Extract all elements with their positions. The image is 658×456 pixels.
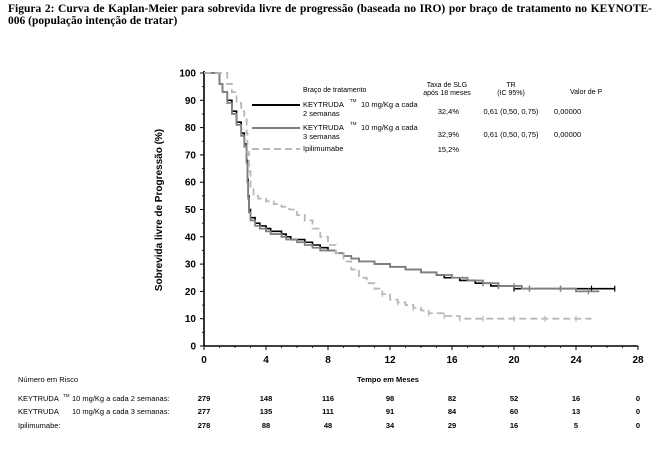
- y-tick-label: 10: [185, 314, 197, 325]
- risk-count-3-7: 5: [574, 421, 578, 430]
- legend-tr-1: 0,61 (0,50, 0,75): [483, 107, 539, 116]
- y-axis-title: Sobrevida livre de Progressão (%): [154, 129, 165, 291]
- legend-title: Braço de tratamento: [303, 87, 367, 94]
- risk-count-1-7: 16: [572, 394, 580, 403]
- risk-row-rest-1: 10 mg/Kg a cada 2 semanas:: [72, 394, 170, 403]
- y-tick-label: 70: [185, 150, 197, 161]
- legend-label-rest-2: 10 mg/Kg a cada: [361, 123, 419, 132]
- x-tick-label: 12: [384, 355, 396, 366]
- risk-count-1-5: 82: [448, 394, 456, 403]
- legend-label-3: Ipilimumabe: [303, 144, 343, 153]
- legend-p-1: 0,00000: [554, 107, 581, 116]
- legend-col-p: Valor de P: [570, 89, 602, 96]
- risk-row-rest-2: 10 mg/Kg a cada 3 semanas:: [72, 407, 170, 416]
- risk-count-1-1: 279: [198, 394, 211, 403]
- y-tick-label: 90: [185, 96, 197, 107]
- y-tick-label: 40: [185, 232, 197, 243]
- legend-tr-2: 0,61 (0,50, 0,75): [483, 130, 539, 139]
- legend-slg-3: 15,2%: [438, 145, 460, 154]
- risk-count-3-8: 0: [636, 421, 640, 430]
- y-tick-label: 30: [185, 260, 197, 271]
- risk-count-1-2: 148: [260, 394, 273, 403]
- legend-col-tr: TR: [506, 82, 515, 89]
- legend-label-2: KEYTRUDA: [303, 123, 344, 132]
- legend-slg-1: 32,4%: [438, 107, 460, 116]
- legend-col-tr-2: (IC 95%): [497, 90, 525, 97]
- risk-count-3-3: 48: [324, 421, 332, 430]
- y-tick-label: 100: [179, 69, 196, 80]
- x-tick-label: 0: [201, 355, 207, 366]
- series-line-2: [204, 72, 600, 293]
- risk-row-tm-1: TM: [63, 393, 70, 398]
- legend-col-slg-2: após 18 meses: [423, 90, 471, 97]
- risk-count-2-2: 135: [260, 407, 273, 416]
- legend-tm-2: TM: [350, 121, 357, 126]
- risk-count-2-8: 0: [636, 407, 640, 416]
- y-tick-label: 20: [185, 287, 197, 298]
- x-tick-label: 24: [570, 355, 582, 366]
- risk-count-1-6: 52: [510, 394, 518, 403]
- risk-row-label-1: KEYTRUDA: [18, 394, 59, 403]
- series-line-3: [204, 72, 592, 320]
- risk-row-label-2: KEYTRUDA: [18, 407, 59, 416]
- y-tick-label: 0: [190, 342, 196, 353]
- risk-count-3-6: 16: [510, 421, 518, 430]
- risk-count-2-5: 84: [448, 407, 457, 416]
- legend-col-slg: Taxa de SLG: [427, 82, 467, 89]
- legend-label-1: KEYTRUDA: [303, 100, 344, 109]
- x-tick-label: 20: [508, 355, 520, 366]
- risk-count-3-5: 29: [448, 421, 456, 430]
- legend-label-line2-2: 3 semanas: [303, 132, 340, 141]
- y-tick-label: 50: [185, 205, 197, 216]
- figure-caption: Figura 2: Curva de Kaplan-Meier para sob…: [8, 3, 652, 27]
- risk-row-label-3: Ipilimumabe:: [18, 421, 61, 430]
- y-tick-label: 80: [185, 123, 197, 134]
- y-tick-label: 60: [185, 178, 197, 189]
- risk-count-2-3: 111: [322, 407, 334, 416]
- risk-count-3-4: 34: [386, 421, 395, 430]
- risk-table-title: Número em Risco: [18, 375, 78, 384]
- legend-p-2: 0,00000: [554, 130, 581, 139]
- risk-count-2-6: 60: [510, 407, 518, 416]
- x-tick-label: 16: [446, 355, 458, 366]
- risk-count-1-4: 98: [386, 394, 394, 403]
- risk-count-2-4: 91: [386, 407, 394, 416]
- risk-count-3-2: 88: [262, 421, 270, 430]
- risk-count-1-3: 116: [322, 394, 334, 403]
- x-tick-label: 8: [325, 355, 331, 366]
- risk-count-3-1: 278: [198, 421, 211, 430]
- risk-count-1-8: 0: [636, 394, 640, 403]
- legend-label-line2-1: 2 semanas: [303, 109, 340, 118]
- legend-label-rest-1: 10 mg/Kg a cada: [361, 100, 419, 109]
- x-axis-title: Tempo em Meses: [357, 375, 419, 384]
- legend-slg-2: 32,9%: [438, 130, 460, 139]
- risk-count-2-7: 13: [572, 407, 580, 416]
- risk-count-2-1: 277: [198, 407, 211, 416]
- x-tick-label: 28: [632, 355, 644, 366]
- legend-tm-1: TM: [350, 98, 357, 103]
- x-tick-label: 4: [263, 355, 269, 366]
